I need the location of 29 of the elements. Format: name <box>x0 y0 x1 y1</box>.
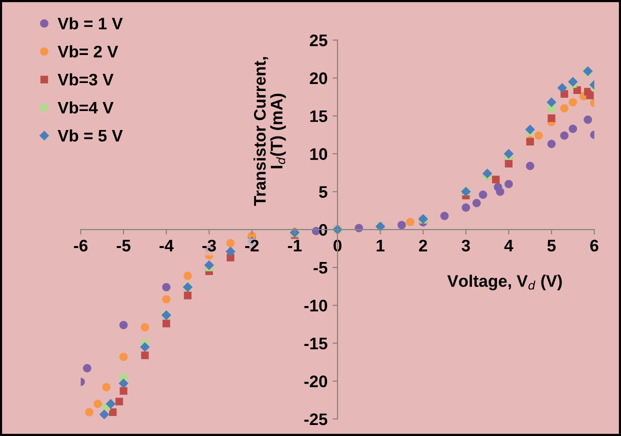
x-tick-label: 4 <box>504 240 514 252</box>
legend-label: Vb=3 V <box>58 73 114 86</box>
legend-label: Vb= 2 V <box>58 45 118 58</box>
y-tick-label: 5 <box>319 186 328 198</box>
y-tick-label: -15 <box>304 338 328 350</box>
x-tick-label: -4 <box>160 240 174 252</box>
legend-label: Vb = 1 V <box>58 17 123 30</box>
y-tick-label: 20 <box>310 72 328 84</box>
x-tick-label: 6 <box>590 240 598 252</box>
x-tick-label: -2 <box>245 240 259 252</box>
y-tick-label: -5 <box>314 262 328 274</box>
x-tick-label: -1 <box>288 240 302 252</box>
x-axis-title: Voltage, V$_{d}$ (V) <box>447 274 562 290</box>
y-tick-label: -25 <box>304 413 328 426</box>
y-axis-title: Transistor Current, I$_{d}$(T) (mA) <box>254 57 286 206</box>
x-tick-label: 2 <box>419 240 428 252</box>
x-tick-label: -5 <box>116 240 130 252</box>
legend-label: Vb = 5 V <box>58 129 123 142</box>
y-tick-label: -20 <box>304 376 328 388</box>
x-tick-label: 3 <box>462 240 470 252</box>
y-tick-label: 25 <box>310 34 328 46</box>
legend-label: Vb=4 V <box>58 101 114 114</box>
x-tick-label: -3 <box>202 240 216 252</box>
y-tick-label: 10 <box>310 148 328 160</box>
y-tick-label: -10 <box>304 300 328 312</box>
x-tick-label: -6 <box>74 240 88 252</box>
y-tick-label: 15 <box>310 110 328 122</box>
x-tick-label: 5 <box>547 240 556 252</box>
x-tick-label: 1 <box>376 240 384 252</box>
